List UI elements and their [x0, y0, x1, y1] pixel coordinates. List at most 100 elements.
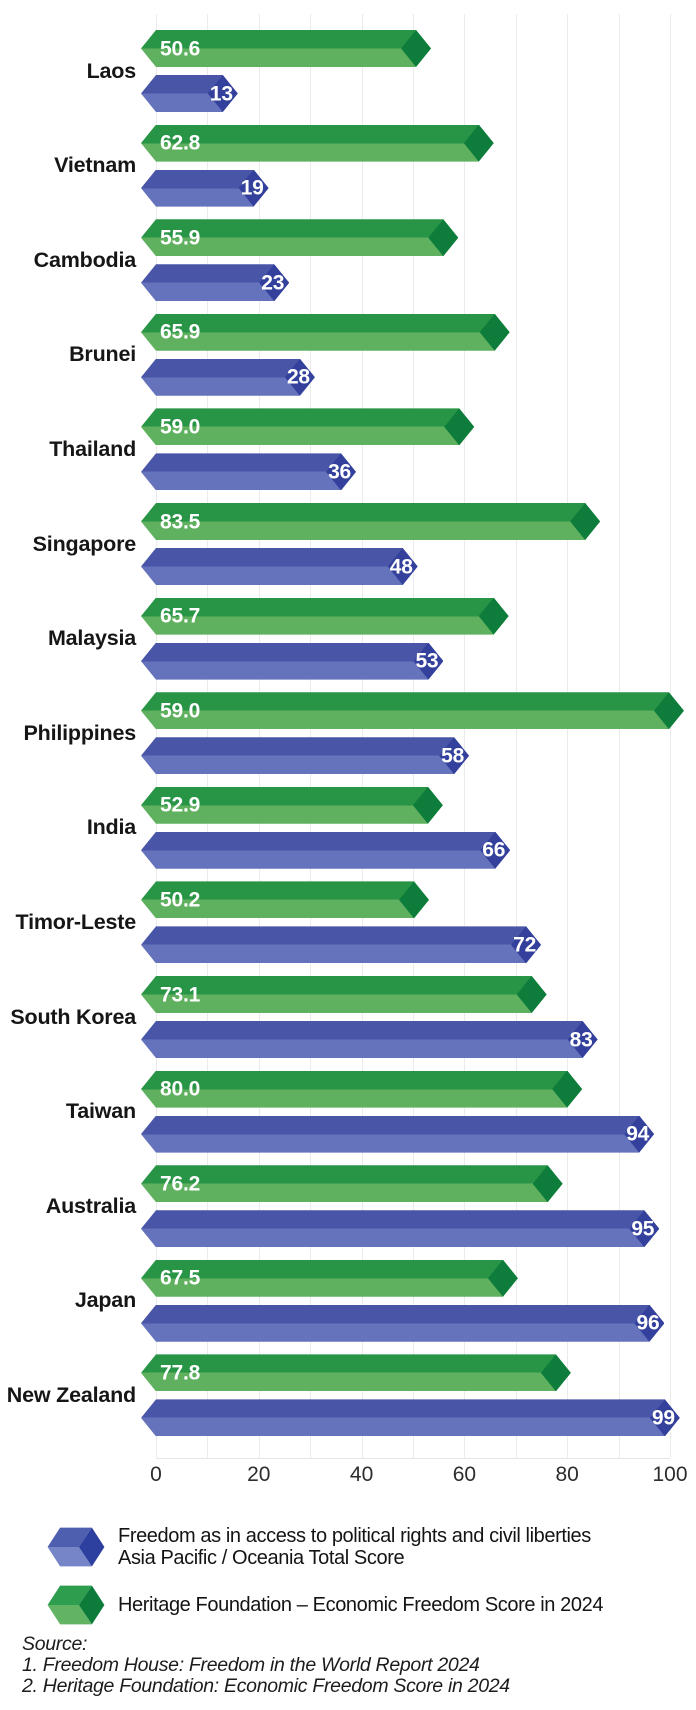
bar-value-label: 73.1	[160, 983, 201, 1006]
blue-hex-marker-icon	[47, 1527, 105, 1567]
category-label: Taiwan	[65, 1099, 136, 1124]
bar-value-label: 59.0	[160, 699, 201, 723]
political-freedom-bar: 96	[141, 1305, 664, 1342]
axis-baseline	[156, 1458, 670, 1459]
political-freedom-bar: 19	[141, 170, 269, 207]
bar-value-label: 48	[389, 555, 413, 578]
bar-value-label: 94	[626, 1122, 650, 1146]
bar-end-cap	[552, 1071, 582, 1108]
x-axis-tick-label: 40	[349, 1463, 374, 1486]
legend-label-economic-freedom: Heritage Foundation – Economic Freedom S…	[118, 1593, 604, 1616]
bar-value-label: 67.5	[160, 1266, 201, 1290]
bar-value-label: 76.2	[160, 1172, 201, 1196]
bar-value-label: 83.5	[160, 510, 201, 533]
political-freedom-bar: 95	[141, 1210, 659, 1247]
economic-freedom-bar: 50.2	[141, 881, 429, 918]
bar-end-cap	[654, 692, 684, 729]
economic-freedom-bar: 62.8	[141, 125, 494, 162]
bar-value-label: 99	[651, 1406, 675, 1430]
bar-value-label: 19	[240, 176, 264, 200]
political-freedom-bar: 28	[141, 359, 315, 396]
bar-end-cap	[480, 314, 510, 351]
x-axis-tick-label: 100	[652, 1463, 688, 1486]
bar-end-cap	[570, 503, 600, 540]
political-freedom-bar: 99	[141, 1399, 680, 1436]
bar-end-cap	[488, 1260, 518, 1297]
bar-value-label: 28	[286, 365, 310, 389]
gridline	[156, 14, 157, 1458]
category-label: Malaysia	[47, 626, 136, 651]
economic-freedom-bar: 59.0	[141, 692, 684, 729]
category-label: India	[86, 815, 136, 840]
economic-freedom-bar: 52.9	[141, 787, 443, 824]
bar-end-cap	[413, 787, 443, 824]
category-label: Singapore	[32, 531, 137, 556]
gridline	[258, 14, 260, 1458]
legend-item-economic-freedom: Heritage Foundation – Economic Freedom S…	[46, 1580, 676, 1630]
source-line: 2. Heritage Foundation: Economic Freedom…	[22, 1674, 510, 1697]
bar-value-label: 83	[569, 1028, 593, 1051]
economic-freedom-bar: 73.1	[141, 976, 547, 1013]
political-freedom-bar: 13	[141, 75, 238, 112]
gridline	[207, 14, 209, 1458]
bar-chart: Laos 50.6 13 Vietnam 62.8 19 Cambodia 55.9 23 Bru…	[6, 14, 688, 1486]
economic-freedom-bar: 83.5	[141, 503, 600, 540]
bar-value-label: 65.9	[160, 320, 201, 344]
bar-end-cap	[533, 1165, 563, 1202]
bar-value-label: 62.8	[160, 131, 201, 155]
x-axis-tick-label: 60	[452, 1463, 477, 1486]
economic-freedom-bar: 55.9	[141, 219, 458, 256]
economic-freedom-bar: 50.6	[141, 30, 431, 67]
bar-value-label: 50.6	[160, 37, 201, 60]
bar-value-label: 95	[631, 1217, 655, 1241]
x-axis-tick-label: 0	[150, 1463, 162, 1486]
political-freedom-bar: 36	[141, 453, 356, 490]
bar-end-cap	[464, 125, 494, 162]
source-note: Source: 1. Freedom House: Freedom in the…	[22, 1634, 510, 1696]
political-freedom-bar: 48	[141, 548, 418, 585]
bar-value-label: 55.9	[160, 226, 201, 250]
gridline	[618, 14, 620, 1458]
bar-value-label: 80.0	[160, 1077, 201, 1101]
bar-end-cap	[517, 976, 547, 1013]
economic-freedom-bar: 65.9	[141, 314, 510, 351]
political-freedom-bar: 23	[141, 264, 289, 301]
category-label: Brunei	[69, 342, 136, 367]
political-freedom-bar: 53	[141, 643, 443, 680]
bar-value-label: 36	[328, 460, 352, 484]
green-hex-marker-icon	[47, 1585, 105, 1625]
category-label: Japan	[74, 1288, 136, 1313]
category-label: Australia	[45, 1193, 136, 1218]
x-axis-tick-label: 20	[247, 1463, 271, 1486]
category-label: New Zealand	[6, 1382, 136, 1407]
gridline	[310, 14, 312, 1458]
bar-end-cap	[479, 598, 509, 635]
gridline	[361, 14, 363, 1458]
bar-end-cap	[428, 219, 458, 256]
bar-end-cap	[401, 30, 431, 67]
source-line: Source:	[22, 1633, 88, 1655]
economic-freedom-bar: 80.0	[141, 1071, 582, 1108]
economic-freedom-bar: 67.5	[141, 1260, 518, 1297]
category-label: Philippines	[23, 720, 137, 745]
political-freedom-bar: 58	[141, 737, 469, 774]
bar-value-label: 58	[441, 744, 465, 768]
economic-freedom-bar: 76.2	[141, 1165, 563, 1202]
category-label: Thailand	[49, 436, 136, 461]
category-label: Laos	[86, 58, 137, 83]
gridline	[464, 14, 466, 1458]
legend: Freedom as in access to political rights…	[46, 1522, 676, 1638]
bar-value-label: 77.8	[160, 1361, 201, 1385]
bar-value-label: 23	[261, 271, 285, 295]
legend-item-political-freedom: Freedom as in access to political rights…	[46, 1522, 676, 1572]
bar-value-label: 50.2	[160, 888, 201, 912]
bar-value-label: 59.0	[160, 415, 201, 439]
bar-value-label: 52.9	[160, 793, 201, 817]
economic-freedom-bar: 65.7	[141, 598, 509, 635]
bar-value-label: 53	[415, 649, 439, 673]
bar-value-label: 72	[513, 933, 537, 957]
political-freedom-bar: 83	[141, 1021, 598, 1058]
category-label: South Korea	[10, 1004, 136, 1029]
bar-value-label: 13	[209, 82, 233, 105]
